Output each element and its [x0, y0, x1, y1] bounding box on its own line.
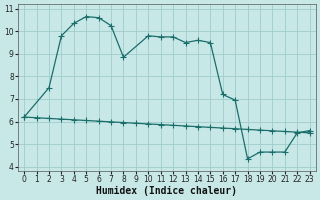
X-axis label: Humidex (Indice chaleur): Humidex (Indice chaleur) — [96, 186, 237, 196]
